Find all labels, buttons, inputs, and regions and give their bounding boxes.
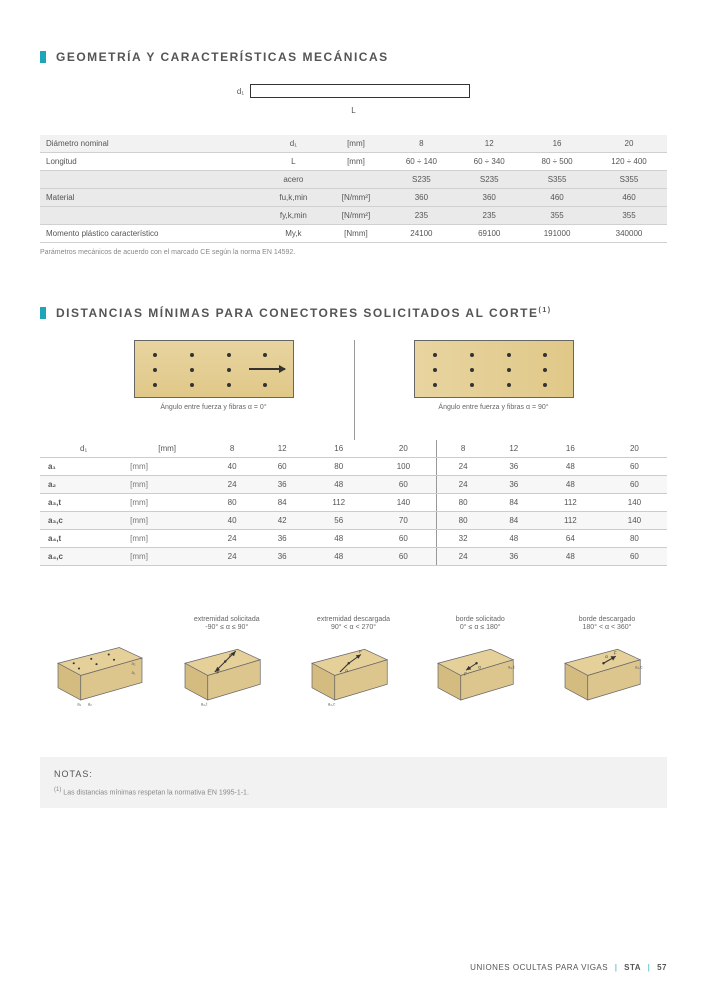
th-unit: [mm] [324,135,387,153]
footer-page-number: 57 [657,963,667,972]
svg-text:a₃,c: a₃,c [327,701,335,706]
svg-text:F: F [614,650,617,655]
wood-block-horizontal [134,340,294,398]
mechanical-table: Diámetro nominal d₁ [mm] 8 12 16 20 Long… [40,135,667,243]
diagram-caption-left: Ángulo entre fuerza y fibras α = 0° [160,404,266,411]
svg-text:a₂: a₂ [132,661,136,666]
iso-diagram-3: extremidad descargada90° < α < 270° F α … [294,616,414,707]
notas-body: Las distancias mínimas respetan la norma… [63,789,249,796]
table-row: Material fu,k,min [N/mm²] 360 360 460 46… [40,189,667,207]
table-row: a₂[mm]2436486024364860 [40,476,667,494]
iso-block-icon: a₂ a₁ a₁ a₂ [55,637,145,707]
diagram-left: Ángulo entre fuerza y fibras α = 0° [134,340,294,411]
svg-text:a₁: a₁ [132,670,136,675]
footer-sep-icon: | [615,963,618,972]
svg-text:F: F [216,670,219,675]
table-row: acero S235 S235 S355 S355 [40,171,667,189]
iso-diagram-5: borde descargado180° < α < 360° F α a₄,c [547,616,667,707]
diagram-caption-right: Ángulo entre fuerza y fibras α = 90° [438,404,548,411]
page-footer: UNIONES OCULTAS PARA VIGAS | STA | 57 [470,963,667,972]
bar-diagram-rect [250,84,470,98]
vertical-divider [354,340,355,440]
footer-sep-icon: | [648,963,651,972]
section2-title-sup: (1) [539,307,552,314]
iso-block-icon: F α a₃,c [309,637,399,707]
distances-table: d₁ [mm] 8 12 16 20 8 12 16 20 a₁[mm]4060… [40,440,667,566]
table-row: Longitud L [mm] 60 ÷ 140 60 ÷ 340 80 ÷ 5… [40,153,667,171]
table-row: a₄,c[mm]2436486024364860 [40,548,667,566]
table-row: a₃,t[mm]80841121408084112140 [40,494,667,512]
table-row: fy,k,min [N/mm²] 235 235 355 355 [40,207,667,225]
bar-diagram: d₁ [40,84,667,98]
svg-text:a₄,t: a₄,t [508,664,515,669]
wood-block-vertical [414,340,574,398]
bar-diagram-l-label: L [40,106,667,115]
notas-sup: (1) [54,787,61,793]
table-row: a₃,c[mm]404256708084112140 [40,512,667,530]
notas-text: (1) Las distancias mínimas respetan la n… [54,787,653,796]
notas-title: NOTAS: [54,769,653,779]
diagram-right: Ángulo entre fuerza y fibras α = 90° [414,340,574,411]
table-row: a₁[mm]40608010024364860 [40,458,667,476]
th-16: 16 [523,135,591,153]
iso-diagram-4: borde solicitado0° ≤ α ≤ 180° F α a₄,t [420,616,540,707]
arrow-icon [249,368,285,370]
bar-diagram-d-label: d₁ [237,87,244,96]
section1-footnote: Parámetros mecánicos de acuerdo con el m… [40,249,667,256]
svg-text:a₃,t: a₃,t [201,701,208,706]
section2-title-text: DISTANCIAS MÍNIMAS PARA CONECTORES SOLIC… [56,306,539,320]
svg-text:a₄,c: a₄,c [635,664,643,669]
iso-block-icon: F α a₄,t [435,637,525,707]
svg-text:a₂: a₂ [88,701,92,706]
section-marker-icon [40,51,46,63]
section2-header: DISTANCIAS MÍNIMAS PARA CONECTORES SOLIC… [40,306,667,320]
section1-title: GEOMETRÍA Y CARACTERÍSTICAS MECÁNICAS [56,50,389,64]
iso-block-icon: F α a₄,c [562,637,652,707]
footer-section: UNIONES OCULTAS PARA VIGAS [470,963,608,972]
section2-title: DISTANCIAS MÍNIMAS PARA CONECTORES SOLIC… [56,306,552,320]
iso-diagram-2: extremidad solicitada-90° ≤ α ≤ 90° F α … [167,616,287,707]
svg-text:F: F [465,671,468,676]
table-row: Momento plástico característico My,k [Nm… [40,225,667,243]
section-marker-icon [40,307,46,319]
table-row: a₄,t[mm]2436486032486480 [40,530,667,548]
connector-diagrams: Ángulo entre fuerza y fibras α = 0° Ángu… [40,340,667,440]
table-header-row: d₁ [mm] 8 12 16 20 8 12 16 20 [40,440,667,458]
th-d1: d₁ [262,135,324,153]
iso-block-icon: F α a₃,t [182,637,272,707]
section1-header: GEOMETRÍA Y CARACTERÍSTICAS MECÁNICAS [40,50,667,64]
table-header-row: Diámetro nominal d₁ [mm] 8 12 16 20 [40,135,667,153]
iso-diagram-1: a₂ a₁ a₁ a₂ [40,616,160,707]
isometric-diagrams-row: a₂ a₁ a₁ a₂ extremidad solicitada-90° ≤ … [40,616,667,707]
th-diameter: Diámetro nominal [40,135,262,153]
notas-box: NOTAS: (1) Las distancias mínimas respet… [40,757,667,808]
th-8: 8 [387,135,455,153]
svg-text:a₁: a₁ [77,701,81,706]
svg-text:F: F [359,649,362,654]
th-20: 20 [591,135,667,153]
footer-code: STA [624,963,641,972]
th-12: 12 [455,135,523,153]
